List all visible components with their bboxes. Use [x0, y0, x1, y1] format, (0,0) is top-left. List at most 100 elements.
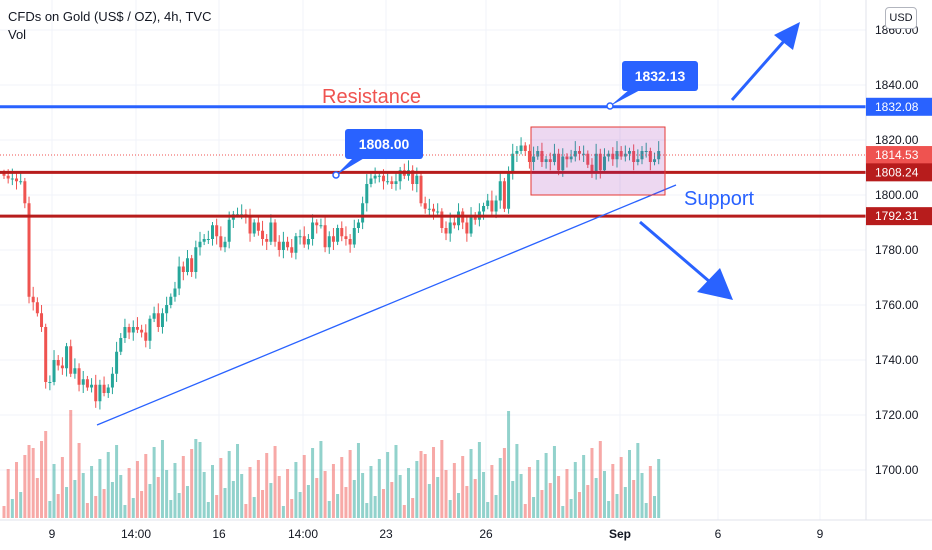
time-tick-label: 14:00	[288, 527, 318, 541]
candle-body	[348, 239, 352, 245]
price-label-text: 1808.24	[875, 165, 919, 179]
candle-body	[532, 156, 536, 162]
volume-bar	[365, 503, 369, 518]
candle-body	[361, 203, 365, 223]
volume-bar	[165, 470, 169, 518]
volume-bar	[406, 468, 410, 518]
candle-body	[323, 225, 327, 248]
volume-bar	[336, 494, 340, 518]
volume-bar	[265, 453, 269, 518]
candle-body	[265, 239, 269, 242]
volume-bar	[615, 494, 619, 518]
volume-bar	[106, 452, 110, 518]
candle-body	[69, 346, 73, 374]
candle-body	[311, 222, 315, 239]
candle-body	[415, 175, 419, 184]
candle-body	[628, 151, 631, 154]
candle-body	[6, 175, 10, 179]
volume-bar	[256, 460, 260, 518]
callout-pointer	[336, 157, 366, 175]
consolidation-box	[530, 126, 666, 196]
candle-body	[632, 151, 636, 162]
callout-box	[345, 129, 423, 159]
arrow-down	[639, 220, 733, 300]
candle-body	[577, 151, 581, 154]
candle-body	[327, 236, 331, 248]
volume-bar	[452, 463, 456, 518]
currency-button[interactable]: USD	[885, 7, 917, 29]
volume-bar	[623, 487, 627, 518]
volume-bar	[160, 440, 164, 518]
volume-bar	[377, 459, 381, 518]
volume-bar	[65, 487, 69, 518]
volume-bar	[494, 495, 498, 518]
candle-body	[373, 175, 377, 179]
price-label-text: 1792.31	[875, 209, 919, 223]
candle-body	[65, 346, 69, 369]
volume-bar	[148, 484, 152, 518]
volume-bar	[356, 443, 360, 518]
price-label-box	[866, 146, 932, 165]
candle-body	[194, 247, 198, 272]
volume-bar	[448, 500, 452, 518]
volume-bar	[77, 443, 81, 518]
volume-bar	[465, 486, 469, 518]
candle-body	[548, 159, 552, 162]
candle-body	[527, 151, 531, 162]
candle-body	[302, 236, 306, 245]
candle-body	[644, 151, 648, 152]
time-tick-label: 14:00	[121, 527, 151, 541]
candle-body	[144, 332, 148, 341]
volume-bar	[561, 506, 565, 518]
chart-legend: CFDs on Gold (US$ / OZ), 4h, TVC Vol	[8, 8, 211, 44]
volume-bar	[557, 476, 561, 518]
candle-body	[502, 181, 506, 209]
candle-body	[315, 222, 319, 226]
volume-bar	[281, 506, 285, 518]
volume-bar	[327, 501, 331, 518]
volume-bar	[619, 457, 623, 518]
time-tick-label: 26	[479, 527, 493, 541]
resistance-label: Resistance	[322, 86, 421, 108]
volume-bar	[2, 506, 6, 518]
candle-body	[115, 351, 119, 374]
candle-body	[198, 241, 202, 248]
volume-bar	[369, 466, 373, 518]
candle-body	[98, 384, 102, 402]
candle-body	[52, 360, 56, 382]
candle-body	[486, 200, 490, 206]
candle-body	[344, 236, 348, 239]
time-tick-label: Sep	[609, 527, 631, 541]
volume-bar	[44, 431, 48, 518]
candle-body	[436, 211, 440, 213]
candle-body	[619, 151, 623, 157]
time-tick-label: 9	[49, 527, 56, 541]
candle-body	[77, 368, 81, 385]
price-axis[interactable]: 1700.00 1720.00 1740.00 1760.00 1780.00 1800.…	[865, 0, 932, 520]
candle-body	[15, 178, 19, 182]
callout-1832: 1832.13	[606, 61, 698, 110]
volume-bar	[611, 464, 615, 518]
candle-body	[565, 156, 569, 160]
volume-bar	[73, 480, 77, 518]
candle-body	[598, 153, 602, 171]
candle-body	[494, 200, 498, 212]
volume-label: Vol	[8, 27, 27, 42]
volume-bar	[298, 492, 302, 518]
candle-body	[94, 384, 98, 402]
volume-bar	[19, 492, 23, 518]
candle-body	[294, 236, 298, 253]
candle-body	[457, 211, 461, 226]
volume-bar	[511, 481, 515, 518]
volume-bar	[123, 505, 127, 518]
time-axis[interactable]: 9 14:00 16 14:00 23 26 Sep 6 9	[0, 519, 932, 541]
candle-body	[386, 181, 390, 183]
volume-bar	[323, 471, 327, 518]
callout-anchor	[332, 171, 340, 179]
volume-bar	[653, 496, 657, 518]
volume-bar	[181, 456, 185, 518]
volume-bar	[35, 478, 39, 518]
price-label-box	[866, 97, 932, 116]
callout-box	[622, 61, 698, 91]
